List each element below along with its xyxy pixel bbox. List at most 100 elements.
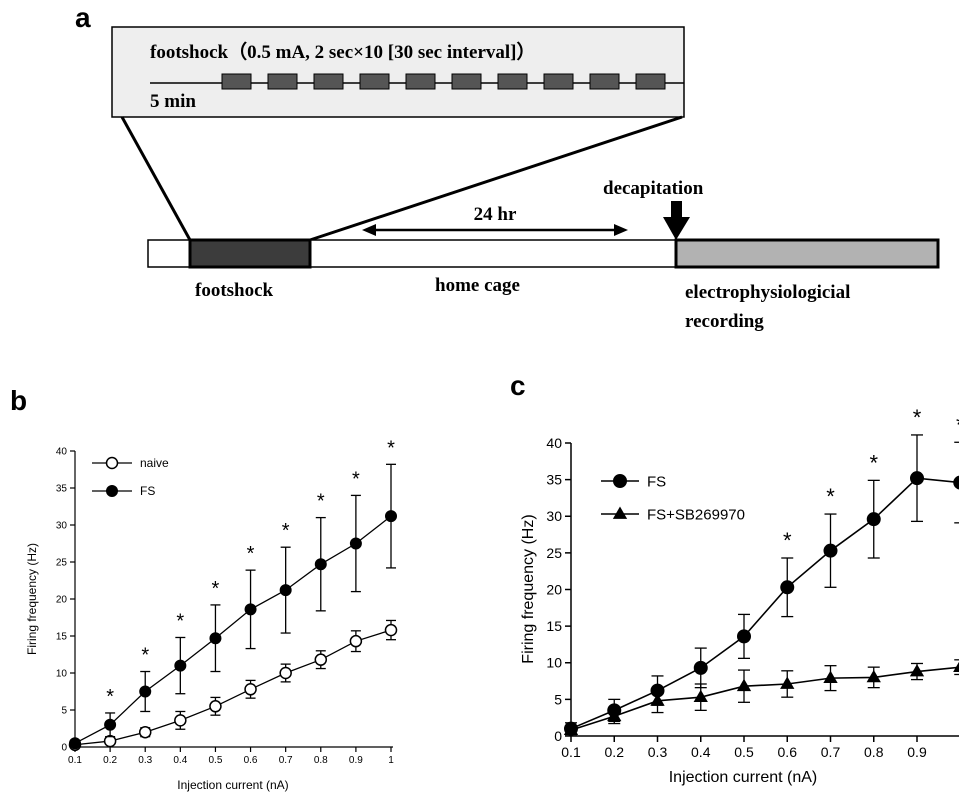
y-tick-label: 40	[546, 435, 562, 451]
x-tick-label: 0.7	[821, 744, 841, 760]
arrow-head-right	[614, 224, 628, 236]
legend-label: naive	[140, 456, 169, 470]
significance-star: *	[317, 491, 325, 513]
data-point	[650, 693, 665, 706]
x-tick-label: 0.3	[138, 755, 152, 766]
data-point	[314, 558, 327, 571]
y-tick-label: 20	[56, 595, 68, 606]
panel-a: a footshock（0.5 mA, 2 sec×10 [30 sec int…	[75, 2, 940, 332]
data-point	[385, 510, 397, 523]
interval-label: 24 hr	[474, 204, 517, 225]
shock-pulse	[635, 73, 666, 90]
shock-pulse	[359, 73, 390, 90]
decapitation-arrow-shaft	[671, 201, 682, 218]
significance-star: *	[106, 686, 114, 708]
recording-segment	[674, 238, 940, 269]
decapitation-arrow-head	[663, 217, 690, 240]
legend-marker	[612, 506, 628, 519]
decapitation-label: decapitation	[603, 178, 704, 199]
legend-entry: FS	[92, 484, 155, 498]
shock-pulse	[497, 73, 528, 90]
x-tick-label: 0.8	[314, 755, 328, 766]
y-axis-label: Firing frequency (Hz)	[25, 543, 39, 655]
significance-star: *	[141, 645, 149, 667]
y-tick-label: 15	[56, 632, 68, 643]
significance-star: *	[826, 484, 835, 509]
y-tick-label: 20	[546, 581, 562, 597]
inset-title: footshock（0.5 mA, 2 sec×10 [30 sec inter…	[150, 40, 535, 63]
data-point	[349, 537, 362, 550]
data-point	[736, 678, 752, 692]
legend-marker	[613, 474, 627, 488]
footshock-label: footshock	[195, 280, 274, 301]
y-tick-label: 5	[554, 691, 562, 707]
data-point	[244, 683, 257, 696]
x-tick-label: 0.1	[561, 744, 581, 760]
x-tick-label: 0.4	[691, 744, 711, 760]
shock-pulse	[405, 73, 436, 90]
significance-star: *	[783, 528, 792, 553]
series-line	[570, 477, 959, 730]
data-point	[866, 669, 881, 683]
x-tick-label: 0.2	[103, 755, 117, 766]
x-tick-label: 0.8	[864, 744, 884, 760]
y-tick-label: 0	[554, 728, 562, 744]
legend-label: FS+SB269970	[647, 506, 745, 523]
data-point	[69, 737, 81, 750]
y-tick-label: 15	[546, 618, 562, 634]
x-tick-label: 1	[388, 755, 394, 766]
data-point	[780, 676, 795, 689]
significance-star: *	[212, 578, 220, 600]
series-naive	[68, 619, 398, 752]
data-point	[780, 580, 795, 595]
significance-star: *	[247, 543, 255, 565]
data-point	[910, 471, 924, 486]
legend-entry: naive	[92, 456, 169, 470]
zoom-line-right	[309, 115, 683, 242]
panel-label-c: c	[510, 370, 526, 401]
shock-pulse	[451, 73, 482, 90]
y-tick-label: 30	[56, 521, 68, 532]
significance-star: *	[176, 610, 184, 632]
inset-box	[111, 26, 685, 118]
data-point	[209, 632, 222, 645]
x-tick-label: 0.9	[349, 755, 363, 766]
data-point	[138, 725, 152, 739]
legend-marker	[106, 485, 118, 497]
data-point	[209, 700, 222, 713]
data-point	[244, 603, 257, 616]
legend-entry: FS	[601, 473, 666, 490]
data-point	[823, 543, 838, 558]
y-tick-label: 25	[546, 545, 562, 561]
shock-pulse	[313, 73, 344, 90]
data-point	[314, 653, 328, 666]
data-point	[384, 623, 398, 637]
shock-pulse	[589, 73, 620, 90]
significance-star: *	[913, 405, 922, 430]
data-point	[139, 685, 152, 698]
significance-star: *	[387, 437, 395, 459]
panel-label-b: b	[10, 385, 27, 416]
legend-label: FS	[140, 484, 155, 498]
series-line	[570, 666, 959, 731]
shock-pulse	[221, 73, 252, 90]
shock-pulse	[543, 73, 574, 90]
significance-star: *	[956, 412, 959, 437]
y-axis-label: Firing frequency (Hz)	[520, 514, 537, 663]
shock-pulse	[267, 73, 298, 90]
data-point	[279, 666, 292, 680]
data-point	[693, 660, 708, 675]
y-tick-label: 30	[546, 508, 562, 524]
data-point	[866, 512, 881, 527]
footshock-segment	[188, 238, 312, 269]
data-point	[349, 634, 363, 648]
x-tick-label: 0.7	[279, 755, 293, 766]
y-tick-label: 10	[56, 669, 68, 680]
recording-label-line1: electrophysiologicial	[685, 282, 850, 303]
series-line	[74, 629, 392, 746]
y-tick-label: 25	[56, 558, 68, 569]
x-tick-label: 0.6	[244, 755, 258, 766]
